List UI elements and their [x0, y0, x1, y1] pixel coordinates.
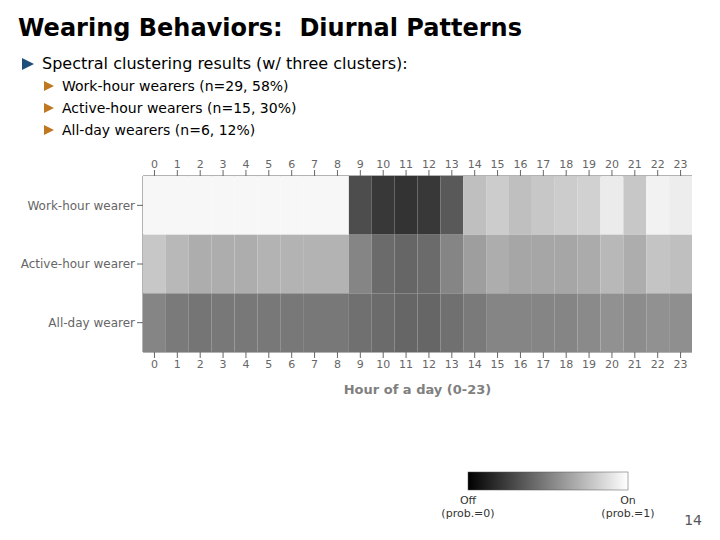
- svg-text:7: 7: [311, 158, 318, 171]
- svg-text:5: 5: [265, 358, 272, 371]
- svg-text:19: 19: [582, 158, 596, 171]
- svg-text:2: 2: [197, 358, 204, 371]
- html-text:Wearing Behaviors: Diurnal Pat: Wearing Behaviors: Diurnal Patterns: [18, 14, 522, 42]
- svg-text:0: 0: [151, 158, 158, 171]
- svg-text:6: 6: [288, 358, 295, 371]
- svg-text:On(prob.=1): On(prob.=1): [601, 494, 654, 520]
- svg-text:11: 11: [399, 358, 413, 371]
- svg-text:16: 16: [513, 158, 527, 171]
- svg-text:19: 19: [582, 358, 596, 371]
- svg-text:15: 15: [491, 358, 505, 371]
- html-text:14: 14: [684, 512, 702, 528]
- svg-text:20: 20: [605, 358, 619, 371]
- svg-text:1: 1: [174, 158, 181, 171]
- svg-text:12: 12: [422, 158, 436, 171]
- svg-text:10: 10: [376, 358, 390, 371]
- svg-text:22: 22: [651, 158, 665, 171]
- svg-text:21: 21: [628, 358, 642, 371]
- svg-text:18: 18: [559, 158, 573, 171]
- svg-text:10: 10: [376, 158, 390, 171]
- svg-text:3: 3: [220, 358, 227, 371]
- svg-text:4: 4: [242, 158, 249, 171]
- svg-text:21: 21: [628, 158, 642, 171]
- svg-text:17: 17: [536, 158, 550, 171]
- svg-text:14: 14: [468, 358, 482, 371]
- html-text:Work-hour wearers (n=29, 58%): Work-hour wearers (n=29, 58%): [62, 78, 289, 94]
- html-text:All-day wearers (n=6, 12%): All-day wearers (n=6, 12%): [62, 122, 256, 138]
- svg-text:14: 14: [468, 158, 482, 171]
- svg-text:9: 9: [357, 158, 364, 171]
- svg-text:Work-hour wearer: Work-hour wearer: [27, 199, 135, 213]
- svg-text:22: 22: [651, 358, 665, 371]
- svg-text:3: 3: [220, 158, 227, 171]
- svg-text:16: 16: [513, 358, 527, 371]
- svg-text:Active-hour wearer: Active-hour wearer: [21, 257, 135, 271]
- svg-text:9: 9: [357, 358, 364, 371]
- svg-text:17: 17: [536, 358, 550, 371]
- svg-text:13: 13: [445, 358, 459, 371]
- svg-text:7: 7: [311, 358, 318, 371]
- svg-text:15: 15: [491, 158, 505, 171]
- svg-text:20: 20: [605, 158, 619, 171]
- svg-text:18: 18: [559, 358, 573, 371]
- svg-text:6: 6: [288, 158, 295, 171]
- svg-text:4: 4: [242, 358, 249, 371]
- svg-text:13: 13: [445, 158, 459, 171]
- html-text:Active-hour wearers (n=15, 30%: Active-hour wearers (n=15, 30%): [62, 100, 297, 116]
- html-text:Spectral clustering results (w: Spectral clustering results (w/ three cl…: [42, 54, 408, 73]
- svg-text:2: 2: [197, 158, 204, 171]
- svg-text:8: 8: [334, 158, 341, 171]
- svg-text:23: 23: [674, 358, 688, 371]
- svg-text:5: 5: [265, 158, 272, 171]
- svg-text:23: 23: [674, 158, 688, 171]
- svg-text:11: 11: [399, 158, 413, 171]
- svg-text:Hour of a day (0-23): Hour of a day (0-23): [344, 382, 492, 397]
- svg-text:Off(prob.=0): Off(prob.=0): [441, 494, 494, 520]
- svg-text:12: 12: [422, 358, 436, 371]
- svg-text:0: 0: [151, 358, 158, 371]
- svg-text:1: 1: [174, 358, 181, 371]
- svg-text:All-day wearer: All-day wearer: [48, 316, 135, 330]
- svg-text:8: 8: [334, 358, 341, 371]
